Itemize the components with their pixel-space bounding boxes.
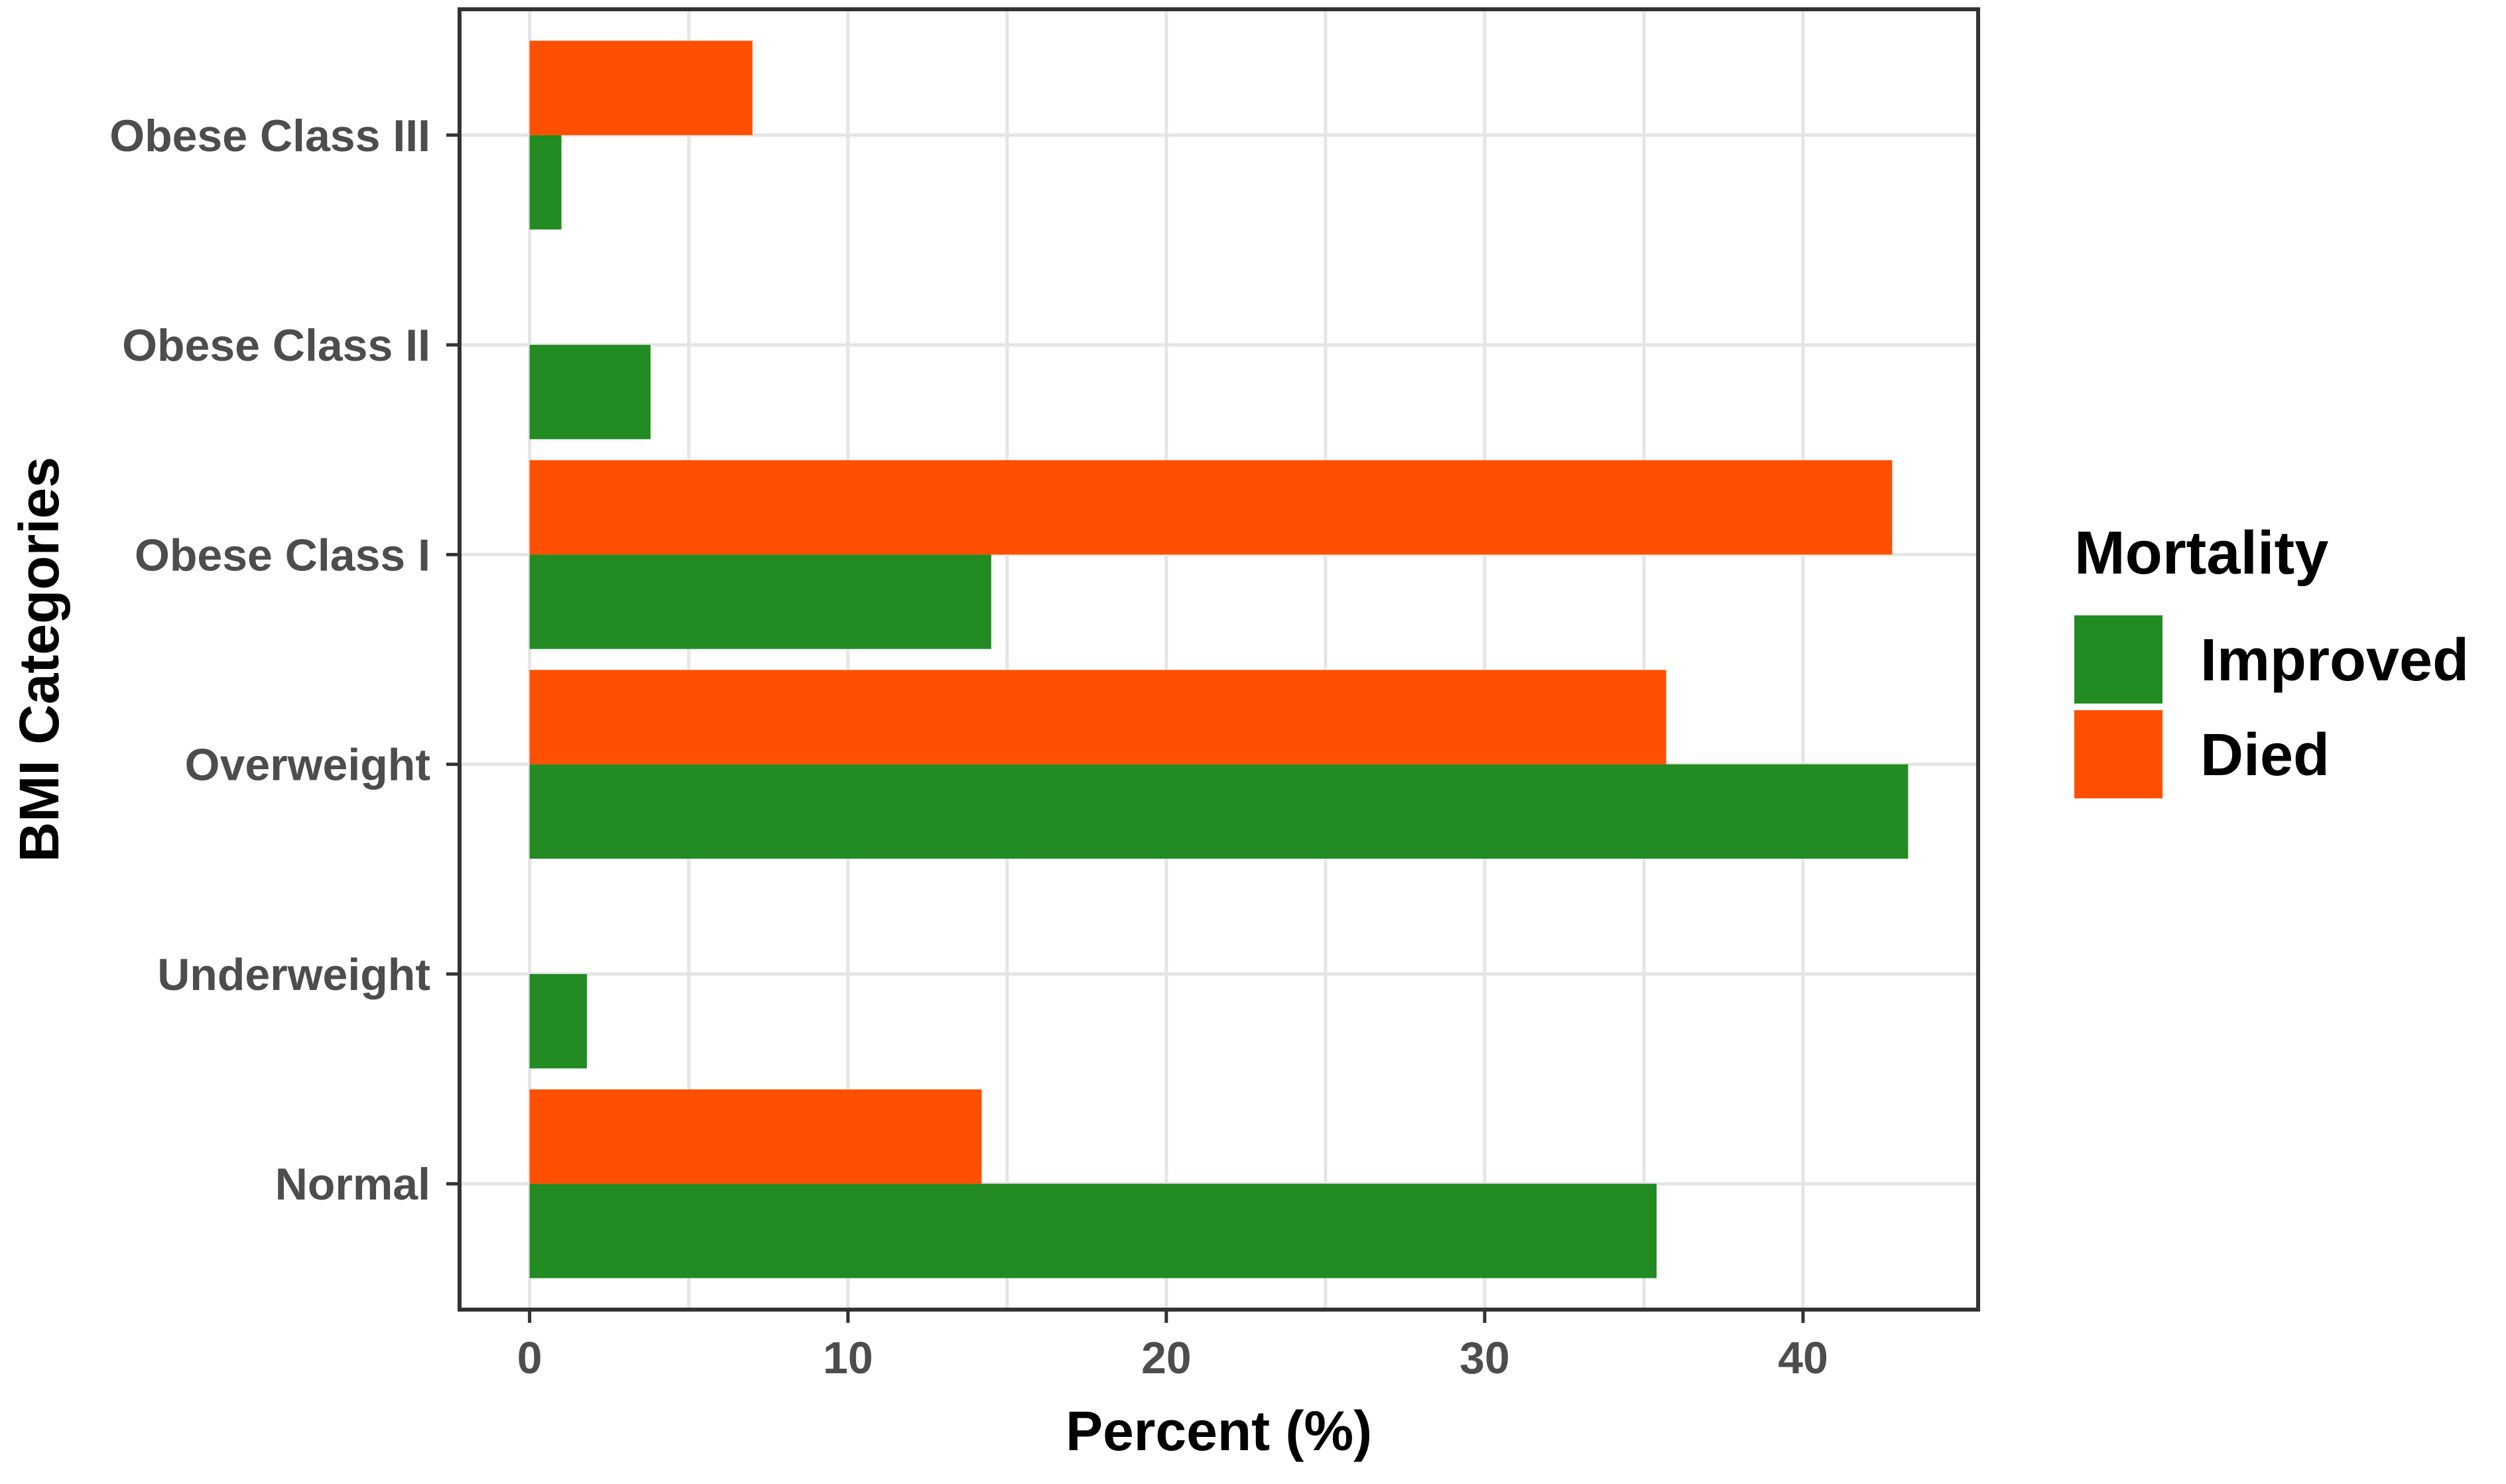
- bar-died-obese-class-iii: [529, 40, 753, 135]
- plot-panel-border: [458, 7, 1980, 1312]
- y-tick-label: Underweight: [157, 950, 430, 1000]
- y-tick-label: Overweight: [185, 740, 430, 790]
- bar-died-normal: [529, 1089, 982, 1184]
- bar-improved-obese-class-iii: [529, 135, 562, 230]
- x-tick-label: 40: [1778, 1333, 1828, 1383]
- legend: Mortality Improved Died: [2074, 519, 2469, 798]
- legend-key-improved: [2074, 615, 2162, 704]
- axis-ticks: [446, 133, 1805, 1323]
- x-tick-label: 10: [823, 1333, 873, 1383]
- bar-improved-obese-class-i: [529, 554, 991, 649]
- x-tick-label: 0: [517, 1333, 542, 1383]
- y-tick-label: Normal: [275, 1159, 430, 1209]
- legend-title: Mortality: [2074, 519, 2328, 587]
- bar-improved-normal: [529, 1184, 1657, 1278]
- legend-key-died: [2074, 710, 2162, 798]
- bar-died-overweight: [529, 670, 1666, 765]
- legend-label-died: Died: [2200, 722, 2330, 788]
- legend-items: Improved Died: [2074, 615, 2469, 798]
- legend-label-improved: Improved: [2200, 627, 2469, 694]
- bar-improved-underweight: [529, 973, 588, 1069]
- bar-improved-obese-class-ii: [529, 345, 651, 440]
- x-tick-label: 30: [1460, 1333, 1510, 1383]
- y-tick-label: Obese Class I: [135, 530, 430, 580]
- x-axis-title: Percent (%): [1066, 1400, 1372, 1462]
- x-tick-labels: 0 10 20 30 40: [517, 1333, 1828, 1383]
- y-tick-labels: Normal Underweight Overweight Obese Class I…: [109, 111, 430, 1209]
- bars-layer: [529, 40, 1909, 1278]
- y-tick-label: Obese Class III: [109, 111, 430, 161]
- y-axis-title: BMI Categories: [8, 457, 70, 862]
- bar-improved-overweight: [529, 764, 1909, 859]
- x-tick-label: 20: [1141, 1333, 1192, 1383]
- bar-died-obese-class-i: [529, 460, 1893, 555]
- y-tick-label: Obese Class II: [122, 320, 430, 371]
